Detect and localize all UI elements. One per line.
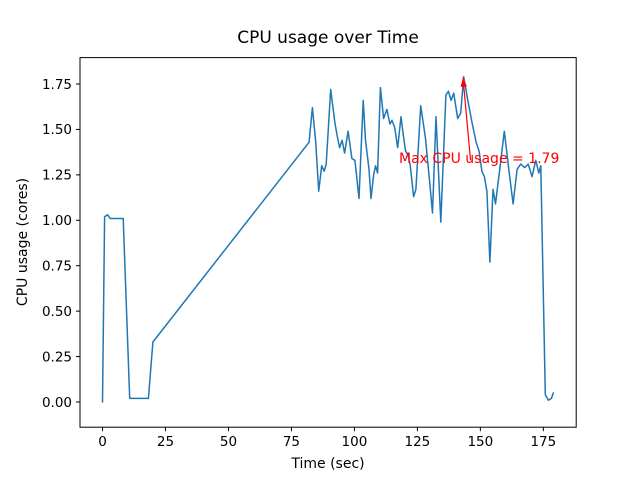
y-tick-label: 0.25: [42, 349, 72, 365]
x-axis-ticks: 0 25 50 75 100 125 150 175: [98, 427, 556, 450]
x-axis-label: Time (sec): [290, 456, 364, 472]
y-tick-label: 1.75: [42, 77, 72, 93]
y-axis-ticks: 0.00 0.25 0.50 0.75 1.00 1.25 1.50 1.75: [42, 77, 80, 411]
cpu-usage-line: [101, 75, 555, 403]
x-tick-label: 0: [98, 434, 107, 450]
x-tick-label: 100: [342, 434, 368, 450]
x-tick-label: 150: [467, 434, 493, 450]
annotation-arrowhead: [460, 77, 467, 87]
annotation-text: Max CPU usage = 1.79: [399, 151, 559, 167]
max-annotation: Max CPU usage = 1.79: [399, 77, 559, 167]
x-tick-label: 25: [157, 434, 174, 450]
chart-title: CPU usage over Time: [237, 28, 419, 48]
x-tick-label: 50: [220, 434, 237, 450]
x-tick-label: 125: [405, 434, 431, 450]
y-tick-label: 1.00: [42, 213, 72, 229]
y-tick-label: 0.50: [42, 304, 72, 320]
y-axis-label: CPU usage (cores): [15, 178, 31, 306]
x-tick-label: 75: [283, 434, 300, 450]
y-tick-label: 0.00: [42, 395, 72, 411]
y-tick-label: 1.25: [42, 168, 72, 184]
x-tick-label: 175: [530, 434, 556, 450]
axes-frame: [79, 57, 577, 428]
y-tick-label: 1.50: [42, 122, 72, 138]
annotation-arrow: [462, 77, 472, 161]
y-tick-label: 0.75: [42, 259, 72, 275]
